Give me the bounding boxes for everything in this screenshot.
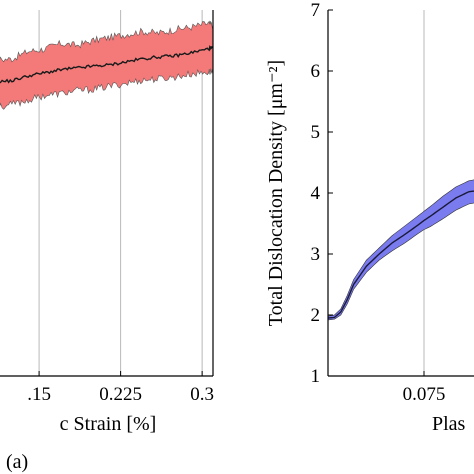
left-confidence-band — [0, 20, 214, 110]
right-x-axis-label: Plas — [432, 413, 466, 435]
panel-label-a: (a) — [6, 451, 28, 473]
right-mean-line — [327, 190, 474, 319]
right-y-tick-label-5: 6 — [311, 61, 321, 82]
right-y-tick-label-2: 3 — [311, 244, 321, 265]
right-y-tick-label-1: 2 — [311, 305, 321, 326]
right-x-tick-label-0: 0.075 — [403, 384, 446, 405]
right-y-tick-label-4: 5 — [311, 122, 321, 143]
right-x-ticks: 0.075 — [403, 371, 446, 405]
right-y-axis-label: Total Dislocation Density [μm⁻²] — [265, 60, 287, 326]
left-x-tick-label-0: .15 — [27, 384, 51, 405]
right-y-tick-label-0: 1 — [311, 366, 321, 387]
right-y-tick-label-6: 7 — [311, 0, 321, 21]
right-plot-panel: 1 2 3 4 5 6 7 0.075 Plas Total Dislocation Den… — [265, 0, 474, 435]
left-x-tick-label-2: 0.3 — [190, 384, 214, 405]
right-confidence-band — [327, 179, 474, 321]
left-x-axis-label: c Strain [%] — [60, 413, 157, 435]
left-plot-panel: .15 0.225 0.3 c Strain [%] (a) — [0, 10, 214, 473]
right-y-tick-label-3: 4 — [311, 183, 321, 204]
left-mean-line — [0, 44, 214, 84]
left-x-tick-label-1: 0.225 — [99, 384, 142, 405]
left-x-ticks: .15 0.225 0.3 — [27, 371, 214, 405]
right-y-ticks: 1 2 3 4 5 6 7 — [311, 0, 333, 387]
